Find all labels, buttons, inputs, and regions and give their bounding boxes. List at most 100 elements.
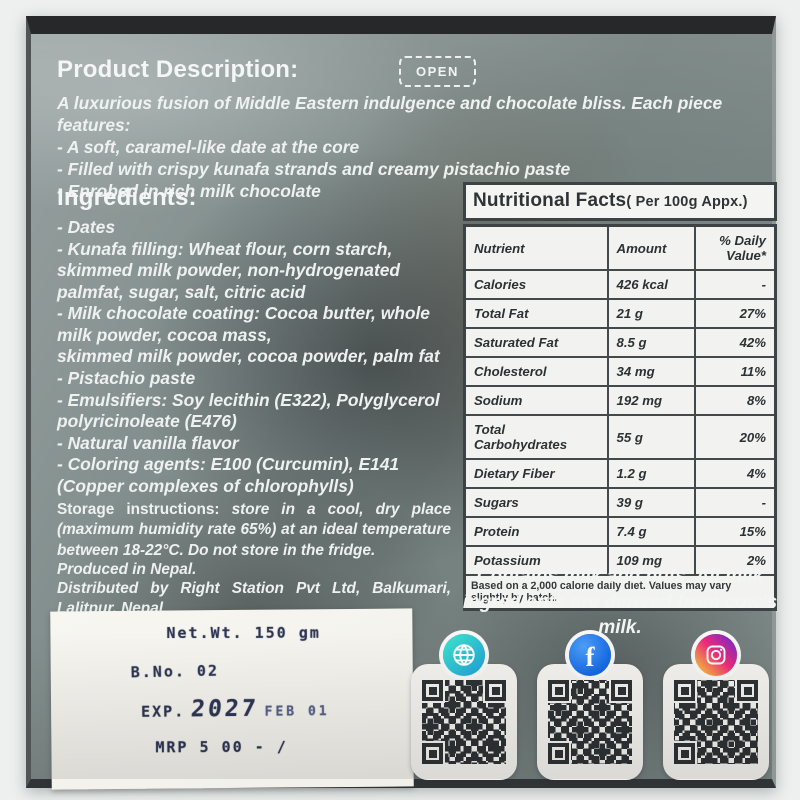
nutrition-facts-section: Nutritional Facts( Per 100g Appx.) Nutri…: [463, 182, 777, 611]
nutrition-facts-title: Nutritional Facts( Per 100g Appx.): [463, 182, 777, 221]
qr-card-website: [411, 634, 517, 780]
nutrient-cell: Total Carbohydrates: [463, 414, 609, 460]
expiry-date: FEB 01: [264, 704, 330, 720]
nutrition-row: Total Fat 21 g 27%: [463, 298, 777, 329]
daily-value-cell: -: [693, 269, 777, 300]
qr-finder: [674, 743, 695, 764]
globe-icon: [443, 634, 485, 676]
daily-value-cell: 15%: [693, 516, 777, 547]
nutrition-row: Total Carbohydrates 55 g 20%: [463, 414, 777, 460]
net-weight-stamp: Net.Wt. 150 gm: [166, 623, 321, 643]
col-daily-value: % Daily Value*: [693, 224, 777, 271]
ingredient-line: - Milk chocolate coating: Cocoa butter, …: [57, 303, 430, 345]
ingredient-line: - Kunafa filling: Wheat flour, corn star…: [57, 238, 401, 302]
nutrition-header-row: Nutrient Amount % Daily Value*: [463, 224, 777, 271]
nutrition-row: Sugars 39 g -: [463, 487, 777, 518]
product-description-section: Product Description: A luxurious fusion …: [57, 56, 763, 202]
nutrition-row: Potassium 109 mg 2%: [463, 545, 777, 576]
amount-cell: 34 mg: [606, 356, 696, 387]
nutrition-row: Saturated Fat 8.5 g 42%: [463, 327, 777, 358]
amount-cell: 7.4 g: [606, 516, 696, 547]
qr-code-facebook: [548, 680, 632, 764]
nutrition-footnote-row: Based on a 2,000 calorie daily diet. Val…: [463, 574, 777, 611]
nutrition-row: Calories 426 kcal -: [463, 269, 777, 300]
qr-finder: [422, 680, 443, 701]
expiry-prefix: EXP.: [141, 702, 186, 721]
qr-code-instagram: [674, 680, 758, 764]
amount-cell: 39 g: [606, 487, 696, 518]
produced-in: Produced in Nepal.: [57, 561, 197, 579]
qr-card-instagram: [663, 634, 769, 780]
amount-cell: 55 g: [606, 414, 696, 460]
ingredients-section: Ingredients: - Dates - Kunafa filling: Wh…: [57, 184, 465, 498]
ingredients-list: - Dates - Kunafa filling: Wheat flour, co…: [57, 217, 465, 498]
nutrition-row: Protein 7.4 g 15%: [463, 516, 777, 547]
ingredient-line: skimmed milk powder, cocoa powder, palm …: [57, 346, 440, 367]
nutrient-cell: Sugars: [463, 487, 609, 518]
expiry-year: 2027: [189, 695, 260, 723]
ingredient-line: - Emulsifiers: Soy lecithin (E322), Poly…: [57, 389, 440, 432]
nutrient-cell: Cholesterol: [463, 356, 609, 387]
nutrition-footnote: Based on a 2,000 calorie daily diet. Val…: [463, 574, 777, 611]
nutrition-title-suffix: ( Per 100g Appx.): [626, 194, 748, 210]
nutrition-row: Sodium 192 mg 8%: [463, 385, 777, 416]
nutrition-row: Cholesterol 34 mg 11%: [463, 356, 777, 387]
ingredient-line: - Coloring agents: E100 (Curcumin), E141…: [57, 454, 400, 496]
amount-cell: 426 kcal: [606, 269, 696, 300]
storage-text: store in a cool, dry place (maximum humi…: [57, 501, 451, 559]
storage-instructions: Storage instructions: store in a cool, d…: [57, 500, 451, 561]
qr-finder: [548, 743, 569, 764]
amount-cell: 1.2 g: [606, 458, 696, 489]
daily-value-cell: 27%: [693, 298, 777, 329]
nutrition-title-main: Nutritional Facts: [473, 190, 627, 211]
product-description-heading: Product Description:: [57, 56, 299, 83]
qr-card-facebook: f: [537, 634, 643, 780]
amount-cell: 8.5 g: [606, 327, 696, 358]
amount-cell: 21 g: [606, 298, 696, 329]
daily-value-cell: 2%: [693, 545, 777, 576]
qr-finder: [485, 680, 506, 701]
description-bullet: - Enrobed in rich milk chocolate: [57, 181, 321, 202]
daily-value-cell: 20%: [693, 414, 777, 460]
daily-value-cell: 11%: [693, 356, 777, 387]
storage-section: Storage instructions: store in a cool, d…: [57, 500, 451, 619]
allergen-note: Contains milk and nuts. All milk ingredi…: [462, 566, 778, 639]
nutrition-row: Dietary Fiber 1.2 g 4%: [463, 458, 777, 489]
nutrient-cell: Saturated Fat: [463, 327, 609, 358]
expiry-stamp: EXP. 2027 FEB 01: [141, 695, 330, 723]
description-bullet: - A soft, caramel-like date at the core: [57, 137, 360, 158]
daily-value-cell: -: [693, 487, 777, 518]
qr-finder: [611, 680, 632, 701]
facebook-icon: f: [569, 634, 611, 676]
amount-cell: 109 mg: [606, 545, 696, 576]
qr-finder: [674, 680, 695, 701]
qr-code-row: f: [411, 634, 769, 780]
open-tab: OPEN: [399, 56, 476, 87]
nutrient-cell: Calories: [463, 269, 609, 300]
storage-label: Storage instructions:: [57, 501, 220, 518]
nutrient-cell: Dietary Fiber: [463, 458, 609, 489]
ingredients-heading: Ingredients:: [57, 184, 197, 211]
daily-value-cell: 42%: [693, 327, 777, 358]
nutrient-cell: Potassium: [463, 545, 609, 576]
col-nutrient: Nutrient: [463, 224, 609, 271]
description-bullet: - Filled with crispy kunafa strands and …: [57, 159, 571, 180]
mrp-stamp: MRP 5 00 - /: [155, 737, 288, 757]
qr-code-website: [422, 680, 506, 764]
package-back-panel: Product Description: A luxurious fusion …: [26, 16, 777, 790]
qr-finder: [422, 743, 443, 764]
batch-info-label: Net.Wt. 150 gm B.No. 02 EXP. 2027 FEB 01 M…: [50, 608, 414, 790]
product-description-intro: A luxurious fusion of Middle Eastern ind…: [57, 93, 723, 136]
col-amount: Amount: [606, 224, 696, 271]
batch-number-stamp: B.No. 02: [130, 661, 220, 682]
daily-value-cell: 8%: [693, 385, 777, 416]
qr-finder: [548, 680, 569, 701]
amount-cell: 192 mg: [606, 385, 696, 416]
ingredient-line: - Pistachio paste: [57, 368, 196, 389]
nutrient-cell: Sodium: [463, 385, 609, 416]
nutrition-rows: Calories 426 kcal - Total Fat 21 g 27% S…: [463, 269, 777, 576]
ingredient-line: - Dates: [57, 217, 115, 237]
nutrition-table: Nutrient Amount % Daily Value* Calories …: [463, 224, 777, 611]
instagram-icon: [695, 634, 737, 676]
nutrient-cell: Protein: [463, 516, 609, 547]
